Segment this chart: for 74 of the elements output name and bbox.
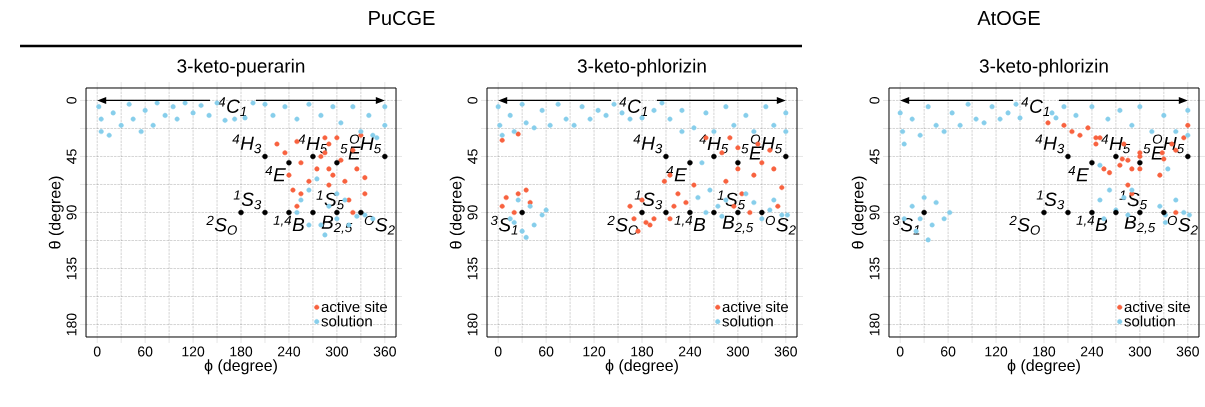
annotation: $^{4}$E xyxy=(1068,165,1089,182)
annotation: $^{4}$H$_{5}$ xyxy=(1101,134,1131,154)
annotation: $^{O}$S$_{2}$ xyxy=(765,215,796,235)
y-tick-label: 45 xyxy=(66,149,77,164)
x-tick-label: 300 xyxy=(1128,346,1152,357)
x-tick-label: 60 xyxy=(539,346,554,357)
annotation: $^{1,4}$B xyxy=(674,215,706,232)
legend-label: active site xyxy=(722,301,789,313)
x-tick-label: 0 xyxy=(93,346,101,357)
x-tick-label: 0 xyxy=(896,346,904,357)
chart-title: 3-keto-phlorizin xyxy=(577,58,706,77)
annotation: $^{2}$S$_{O}$ xyxy=(206,215,237,235)
y-tick-label: 135 xyxy=(869,257,880,280)
y-tick-label: 0 xyxy=(66,97,77,104)
annotation: $^{4}$C$_{1}$ xyxy=(218,97,247,116)
legend-label: active site xyxy=(321,301,388,313)
annotation: $^{4}$H$_{3}$ xyxy=(232,134,262,154)
y-axis-title: θ (degree) xyxy=(449,176,465,249)
y-tick-label: 180 xyxy=(66,313,77,336)
y-tick-label: 45 xyxy=(869,149,880,164)
y-tick-label: 180 xyxy=(869,313,880,336)
chart-title: 3-keto-puerarin xyxy=(177,58,305,77)
x-tick-label: 180 xyxy=(631,346,654,357)
x-tick-label: 0 xyxy=(494,346,502,357)
x-tick-label: 120 xyxy=(583,346,606,357)
x-tick-label: 120 xyxy=(985,346,1008,357)
annotation: $^{4}$H$_{3}$ xyxy=(633,134,663,154)
y-tick-label: 135 xyxy=(467,257,478,280)
y-tick-label: 180 xyxy=(467,313,478,336)
y-tick-label: 135 xyxy=(66,257,77,280)
x-tick-label: 360 xyxy=(1176,346,1199,357)
legend-label: solution xyxy=(722,315,773,327)
legend-label: active site xyxy=(1124,301,1191,313)
y-axis-title: θ (degree) xyxy=(851,176,867,249)
y-tick-label: 0 xyxy=(467,97,478,104)
y-tick-label: 90 xyxy=(869,205,880,220)
y-tick-label: 0 xyxy=(869,97,880,104)
annotation: $^{1,4}$B xyxy=(273,215,305,232)
annotation: B$_{2,5}$ xyxy=(1124,215,1156,234)
x-tick-label: 240 xyxy=(277,346,301,357)
annotation: $^{O}$S$_{2}$ xyxy=(1167,215,1198,235)
x-tick-label: 360 xyxy=(373,346,396,357)
x-axis-title: ϕ (degree) xyxy=(204,359,277,375)
annotation: $^{1}$S$_{3}$ xyxy=(634,190,663,210)
x-tick-label: 300 xyxy=(726,346,750,357)
annotation: $^{1}$S$_{3}$ xyxy=(233,190,262,210)
legend-label: solution xyxy=(1124,315,1175,327)
text: AtOGE xyxy=(977,10,1040,26)
y-tick-label: 45 xyxy=(467,149,478,164)
x-tick-label: 60 xyxy=(138,346,153,357)
y-tick-label: 90 xyxy=(467,205,478,220)
x-tick-label: 180 xyxy=(230,346,253,357)
annotation: $^{4}$C$_{1}$ xyxy=(1021,97,1050,116)
annotation: $^{4}$E xyxy=(265,165,286,182)
annotation: $^{4}$H$_{3}$ xyxy=(1035,134,1065,154)
annotation: $^{2}$S$_{O}$ xyxy=(1009,215,1040,235)
y-axis-title: θ (degree) xyxy=(48,176,64,249)
annotation: $^{1}$S$_{3}$ xyxy=(1036,190,1065,210)
x-tick-label: 180 xyxy=(1033,346,1056,357)
x-axis-title: ϕ (degree) xyxy=(1007,359,1080,375)
annotation: $^{3}$S$_{1}$ xyxy=(490,215,518,235)
x-tick-label: 120 xyxy=(182,346,205,357)
annotation: $^{4}$C$_{1}$ xyxy=(619,97,648,116)
x-tick-label: 60 xyxy=(941,346,956,357)
x-tick-label: 240 xyxy=(678,346,702,357)
x-axis-title: ϕ (degree) xyxy=(605,359,678,375)
text: PuCGE xyxy=(369,10,435,26)
chart-title: 3-keto-phlorizin xyxy=(979,58,1108,77)
x-tick-label: 240 xyxy=(1080,346,1104,357)
legend-label: solution xyxy=(321,315,372,327)
annotation: B$_{2,5}$ xyxy=(722,215,754,234)
y-tick-label: 90 xyxy=(66,205,77,220)
x-tick-label: 360 xyxy=(774,346,797,357)
x-tick-label: 300 xyxy=(325,346,349,357)
